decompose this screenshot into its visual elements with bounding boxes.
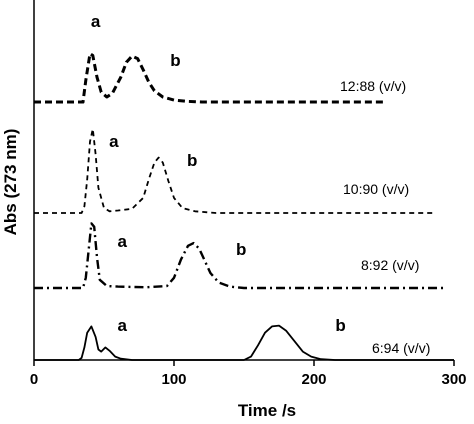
- peak-label: b: [170, 51, 180, 70]
- series-group: 12:88 (v/v) a b: [34, 12, 406, 104]
- x-ticks: 0 100 200 300: [30, 360, 467, 388]
- x-axis-title: Time /s: [238, 401, 296, 420]
- x-tick-label: 100: [161, 371, 186, 388]
- peak-label: b: [335, 316, 345, 335]
- peak-label: b: [236, 240, 246, 259]
- series-ratio-label: 10:90 (v/v): [343, 181, 409, 197]
- series-group: 10:90 (v/v) a b: [34, 128, 433, 214]
- peak-label: a: [91, 12, 101, 31]
- series-ratio-label: 6:94 (v/v): [372, 340, 430, 356]
- series-line: [34, 128, 433, 214]
- series-line: [34, 52, 384, 104]
- peak-label: a: [109, 132, 119, 151]
- x-tick-label: 300: [441, 371, 466, 388]
- x-tick-label: 200: [301, 371, 326, 388]
- y-axis-title: Abs (273 nm): [1, 129, 20, 236]
- x-tick-label: 0: [30, 371, 38, 388]
- peak-label: b: [187, 151, 197, 170]
- peak-label: a: [117, 232, 127, 251]
- peak-label: a: [117, 316, 127, 335]
- series-group: 8:92 (v/v) a b: [34, 222, 447, 290]
- series-ratio-label: 8:92 (v/v): [361, 257, 419, 273]
- series-line: [34, 222, 447, 290]
- series-ratio-label: 12:88 (v/v): [340, 78, 406, 94]
- series-group: 6:94 (v/v) a b: [34, 316, 454, 361]
